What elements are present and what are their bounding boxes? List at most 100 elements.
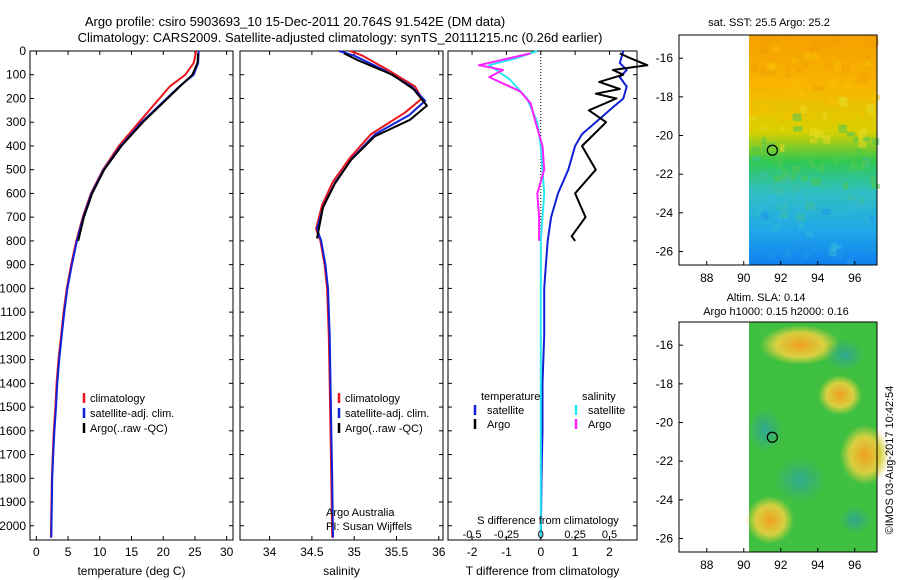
diff-s-xlabel: S difference from climatology (477, 515, 619, 527)
difference-series-blue (539, 50, 628, 538)
sst-texture-cell (817, 40, 824, 46)
temperature-panel: 0100200300400500600700800900100011001200… (0, 44, 234, 578)
sst-texture-cell (868, 36, 876, 43)
sst-texture-cell (758, 171, 769, 178)
diff-legend-label: salinity (582, 391, 616, 403)
sst-texture-cell (785, 62, 791, 70)
sst-texture-cell (791, 166, 801, 174)
sst-texture-cell (866, 103, 875, 112)
sst-texture-cell (858, 132, 863, 142)
difference-xtick-label: 0 (537, 545, 544, 559)
credit-line: PI: Susan Wijffels (326, 521, 412, 533)
depth-tick-label: 1300 (0, 353, 26, 367)
depth-tick-label: 100 (6, 68, 26, 82)
diff-s-tick-label: 0 (538, 529, 544, 541)
sst-texture-cell (836, 209, 845, 215)
salinity-panel: 34 34.5 35 35.5 36 salinity climatology satelli… (239, 50, 446, 578)
sst-texture-cell (828, 247, 837, 257)
sst-map-frame (678, 34, 878, 266)
sst-texture-cell (805, 202, 815, 211)
difference-series-magenta (477, 52, 546, 241)
sst-texture-cell (810, 239, 818, 250)
sst-texture-cell (846, 259, 854, 266)
map-ytick-label: -22 (656, 454, 674, 468)
diff-legend-label: satellite (588, 405, 625, 417)
sst-texture-cell (863, 136, 871, 142)
sst-texture-cell (806, 230, 814, 238)
sst-texture-cell (778, 198, 786, 208)
sst-texture-cell (784, 35, 793, 41)
sst-texture-cell (780, 175, 785, 181)
sst-texture-cell (816, 46, 821, 54)
sst-texture-cell (836, 252, 843, 259)
temperature-frame (29, 50, 234, 541)
sst-texture-cell (769, 56, 775, 64)
sst-texture-cell (852, 203, 861, 209)
sla-blob (747, 408, 783, 452)
sst-texture-cell (841, 154, 849, 161)
sst-texture-cell (823, 41, 829, 47)
legend-label: satellite-adj. clim. (345, 408, 429, 420)
sst-map-axes: 88 90 92 94 96 -16 -18 -20 -22 -24 -26 (656, 51, 862, 285)
salinity-xtick-label: 35 (348, 545, 362, 559)
sst-texture-cell (760, 45, 769, 54)
salinity-series-black (316, 52, 428, 239)
sst-texture-cell (787, 89, 795, 96)
sst-texture-cell (796, 239, 807, 247)
sst-texture-cell (847, 195, 855, 200)
sst-texture-cell (801, 175, 808, 181)
sst-texture-cell (858, 128, 868, 138)
map-ytick-label: -26 (656, 244, 674, 258)
sla-map-subtitle: Argo h1000: 0.15 h2000: 0.16 (703, 306, 849, 318)
sst-texture-cell (759, 104, 768, 114)
sst-texture-cell (767, 254, 777, 260)
difference-xtick-label: -2 (467, 545, 478, 559)
sst-texture-cell (760, 65, 770, 75)
sst-texture-cell (858, 188, 869, 195)
diff-legend-label: Argo (588, 419, 611, 431)
sst-texture-cell (807, 156, 813, 165)
sst-texture-cell (792, 107, 803, 116)
credit-line: Argo Australia (326, 507, 395, 519)
sst-texture-cell (793, 126, 803, 132)
sst-texture-cell (803, 52, 811, 60)
sst-texture-cell (769, 68, 776, 76)
temperature-series-black (77, 53, 200, 242)
sst-texture-cell (791, 58, 797, 64)
sst-texture-cell (838, 96, 846, 107)
sst-texture-cell (864, 42, 875, 48)
sst-texture-cell (749, 106, 759, 117)
sst-texture-cell (858, 198, 865, 205)
sst-texture-cell (759, 50, 766, 55)
sst-texture-cell (858, 141, 867, 148)
map-xtick-label: 96 (848, 271, 862, 285)
sla-profile-marker (766, 431, 778, 443)
depth-tick-label: 1500 (0, 400, 26, 414)
sst-texture-cell (836, 38, 842, 44)
sst-texture-cell (862, 61, 871, 66)
sst-texture-cell (780, 125, 787, 131)
sst-texture-cell (832, 245, 842, 250)
map-xtick-label: 88 (700, 558, 714, 572)
diff-s-tick-label: -0.25 (494, 529, 519, 541)
sst-texture-cell (795, 68, 802, 75)
sst-texture-cell (749, 116, 757, 121)
sst-texture-cell (777, 158, 783, 168)
temperature-xtick-label: 15 (125, 545, 139, 559)
sst-texture-cell (841, 64, 850, 74)
sla-map-title: Altim. SLA: 0.14 (727, 292, 806, 304)
diff-legend-label: satellite (487, 405, 524, 417)
sst-texture-cell (824, 61, 832, 67)
depth-tick-label: 1400 (0, 376, 26, 390)
depth-tick-label: 900 (6, 258, 26, 272)
map-ytick-label: -18 (656, 377, 674, 391)
sst-texture-cell (859, 112, 865, 118)
sst-texture-cell (843, 182, 849, 190)
map-ytick-label: -22 (656, 167, 674, 181)
depth-tick-label: 1200 (0, 329, 26, 343)
sst-texture-cell (813, 85, 823, 91)
sla-blob (839, 506, 871, 534)
sst-texture-cell (767, 109, 774, 114)
difference-series-black (570, 52, 649, 242)
temperature-xtick-label: 0 (33, 545, 40, 559)
